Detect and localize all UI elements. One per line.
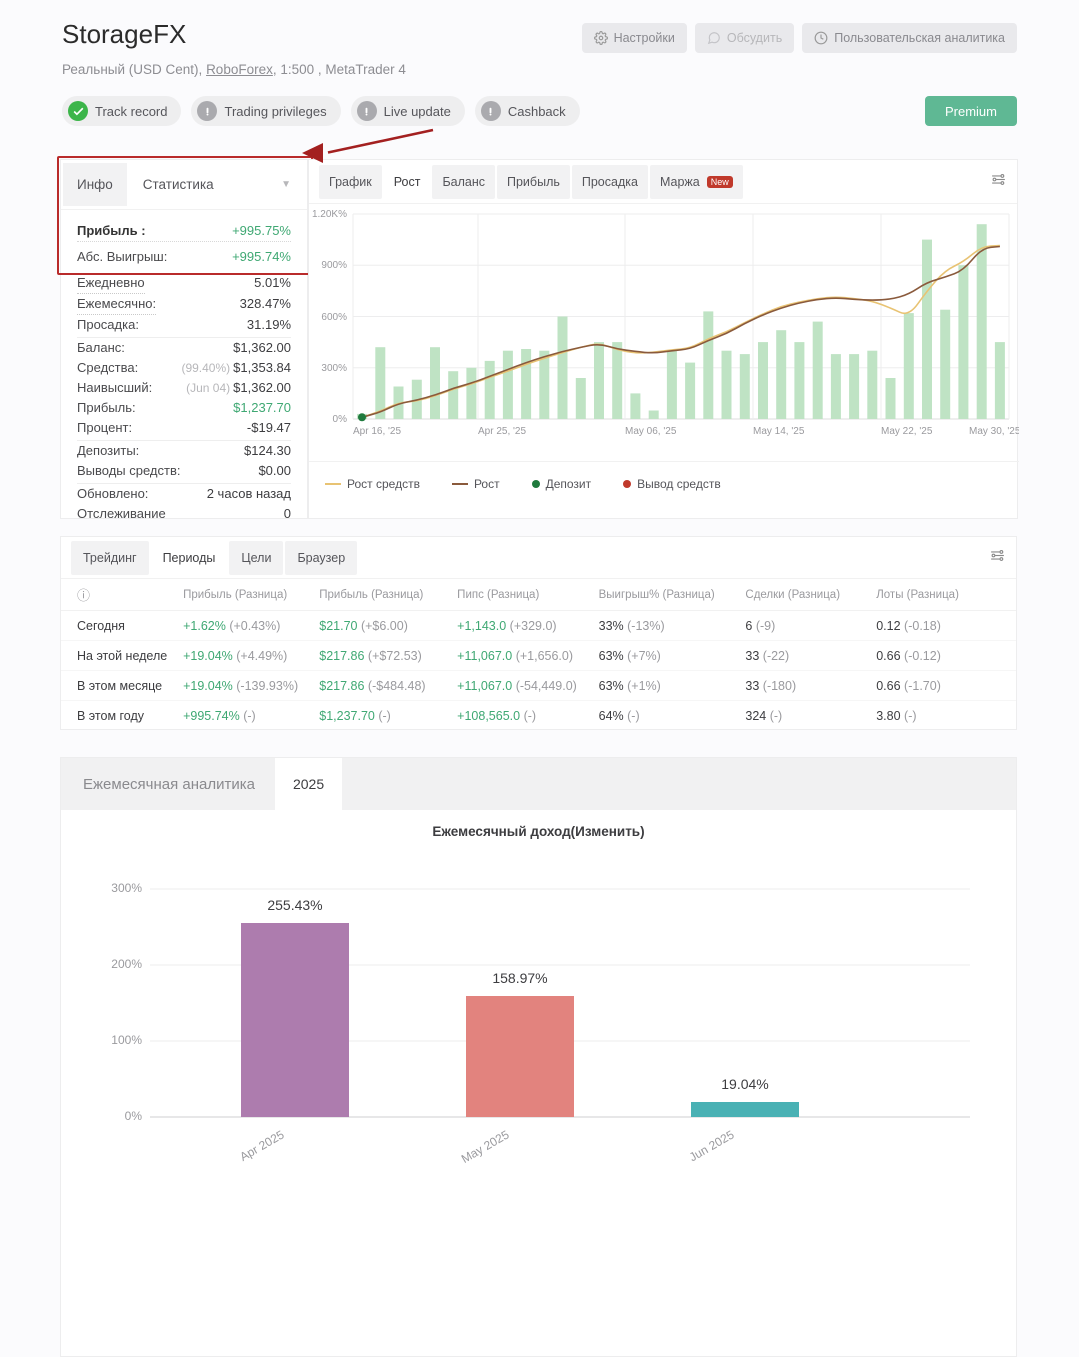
svg-text:Apr 25, '25: Apr 25, '25 <box>478 426 526 437</box>
svg-text:0%: 0% <box>125 1109 143 1123</box>
svg-text:May 06, '25: May 06, '25 <box>625 426 677 437</box>
svg-text:300%: 300% <box>321 363 347 374</box>
svg-text:May 2025: May 2025 <box>459 1127 512 1166</box>
svg-text:900%: 900% <box>321 260 347 271</box>
svg-text:Apr 2025: Apr 2025 <box>237 1127 286 1164</box>
svg-text:600%: 600% <box>321 312 347 323</box>
svg-text:Apr 16, '25: Apr 16, '25 <box>353 426 401 437</box>
svg-text:May 22, '25: May 22, '25 <box>881 426 933 437</box>
svg-text:May 30, '25: May 30, '25 <box>969 426 1019 437</box>
svg-text:May 14, '25: May 14, '25 <box>753 426 805 437</box>
svg-text:200%: 200% <box>111 957 142 971</box>
svg-text:158.97%: 158.97% <box>492 970 547 986</box>
svg-text:Jun 2025: Jun 2025 <box>687 1127 737 1164</box>
svg-text:100%: 100% <box>111 1033 142 1047</box>
svg-text:1.20K%: 1.20K% <box>312 209 347 220</box>
svg-text:0%: 0% <box>333 414 348 425</box>
svg-text:19.04%: 19.04% <box>721 1076 768 1092</box>
svg-text:255.43%: 255.43% <box>267 897 322 913</box>
svg-text:300%: 300% <box>111 881 142 895</box>
